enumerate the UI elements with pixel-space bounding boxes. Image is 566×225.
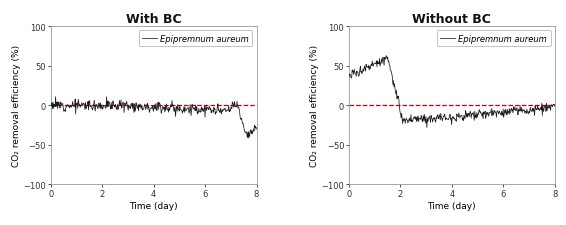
Title: With BC: With BC [126,13,182,26]
Title: Without BC: Without BC [413,13,491,26]
Epipremnum aureum [115,107,122,110]
Epipremnum aureum [130,102,136,105]
Line: Epipremnum aureum: Epipremnum aureum [51,97,256,139]
Epipremnum aureum [73,103,80,106]
Epipremnum aureum [346,76,353,79]
Y-axis label: CO₂ removal efficiency (%): CO₂ removal efficiency (%) [11,45,20,166]
Epipremnum aureum [177,109,184,112]
Epipremnum aureum [413,121,420,123]
Y-axis label: CO₂ removal efficiency (%): CO₂ removal efficiency (%) [310,45,319,166]
Epipremnum aureum [428,117,435,120]
Epipremnum aureum [551,105,558,108]
X-axis label: Time (day): Time (day) [427,201,476,210]
Line: Epipremnum aureum: Epipremnum aureum [349,56,555,128]
Epipremnum aureum [198,108,204,111]
Epipremnum aureum [496,110,503,113]
Epipremnum aureum [196,111,203,113]
Epipremnum aureum [245,137,252,140]
Epipremnum aureum [383,55,389,58]
Epipremnum aureum [52,96,59,99]
Epipremnum aureum [423,126,430,129]
Epipremnum aureum [48,101,54,104]
Epipremnum aureum [476,109,483,112]
Epipremnum aureum [370,63,377,66]
Epipremnum aureum [253,127,260,130]
X-axis label: Time (day): Time (day) [130,201,178,210]
Legend: Epipremnum aureum: Epipremnum aureum [437,31,551,47]
Epipremnum aureum [495,113,502,116]
Legend: Epipremnum aureum: Epipremnum aureum [139,31,252,47]
